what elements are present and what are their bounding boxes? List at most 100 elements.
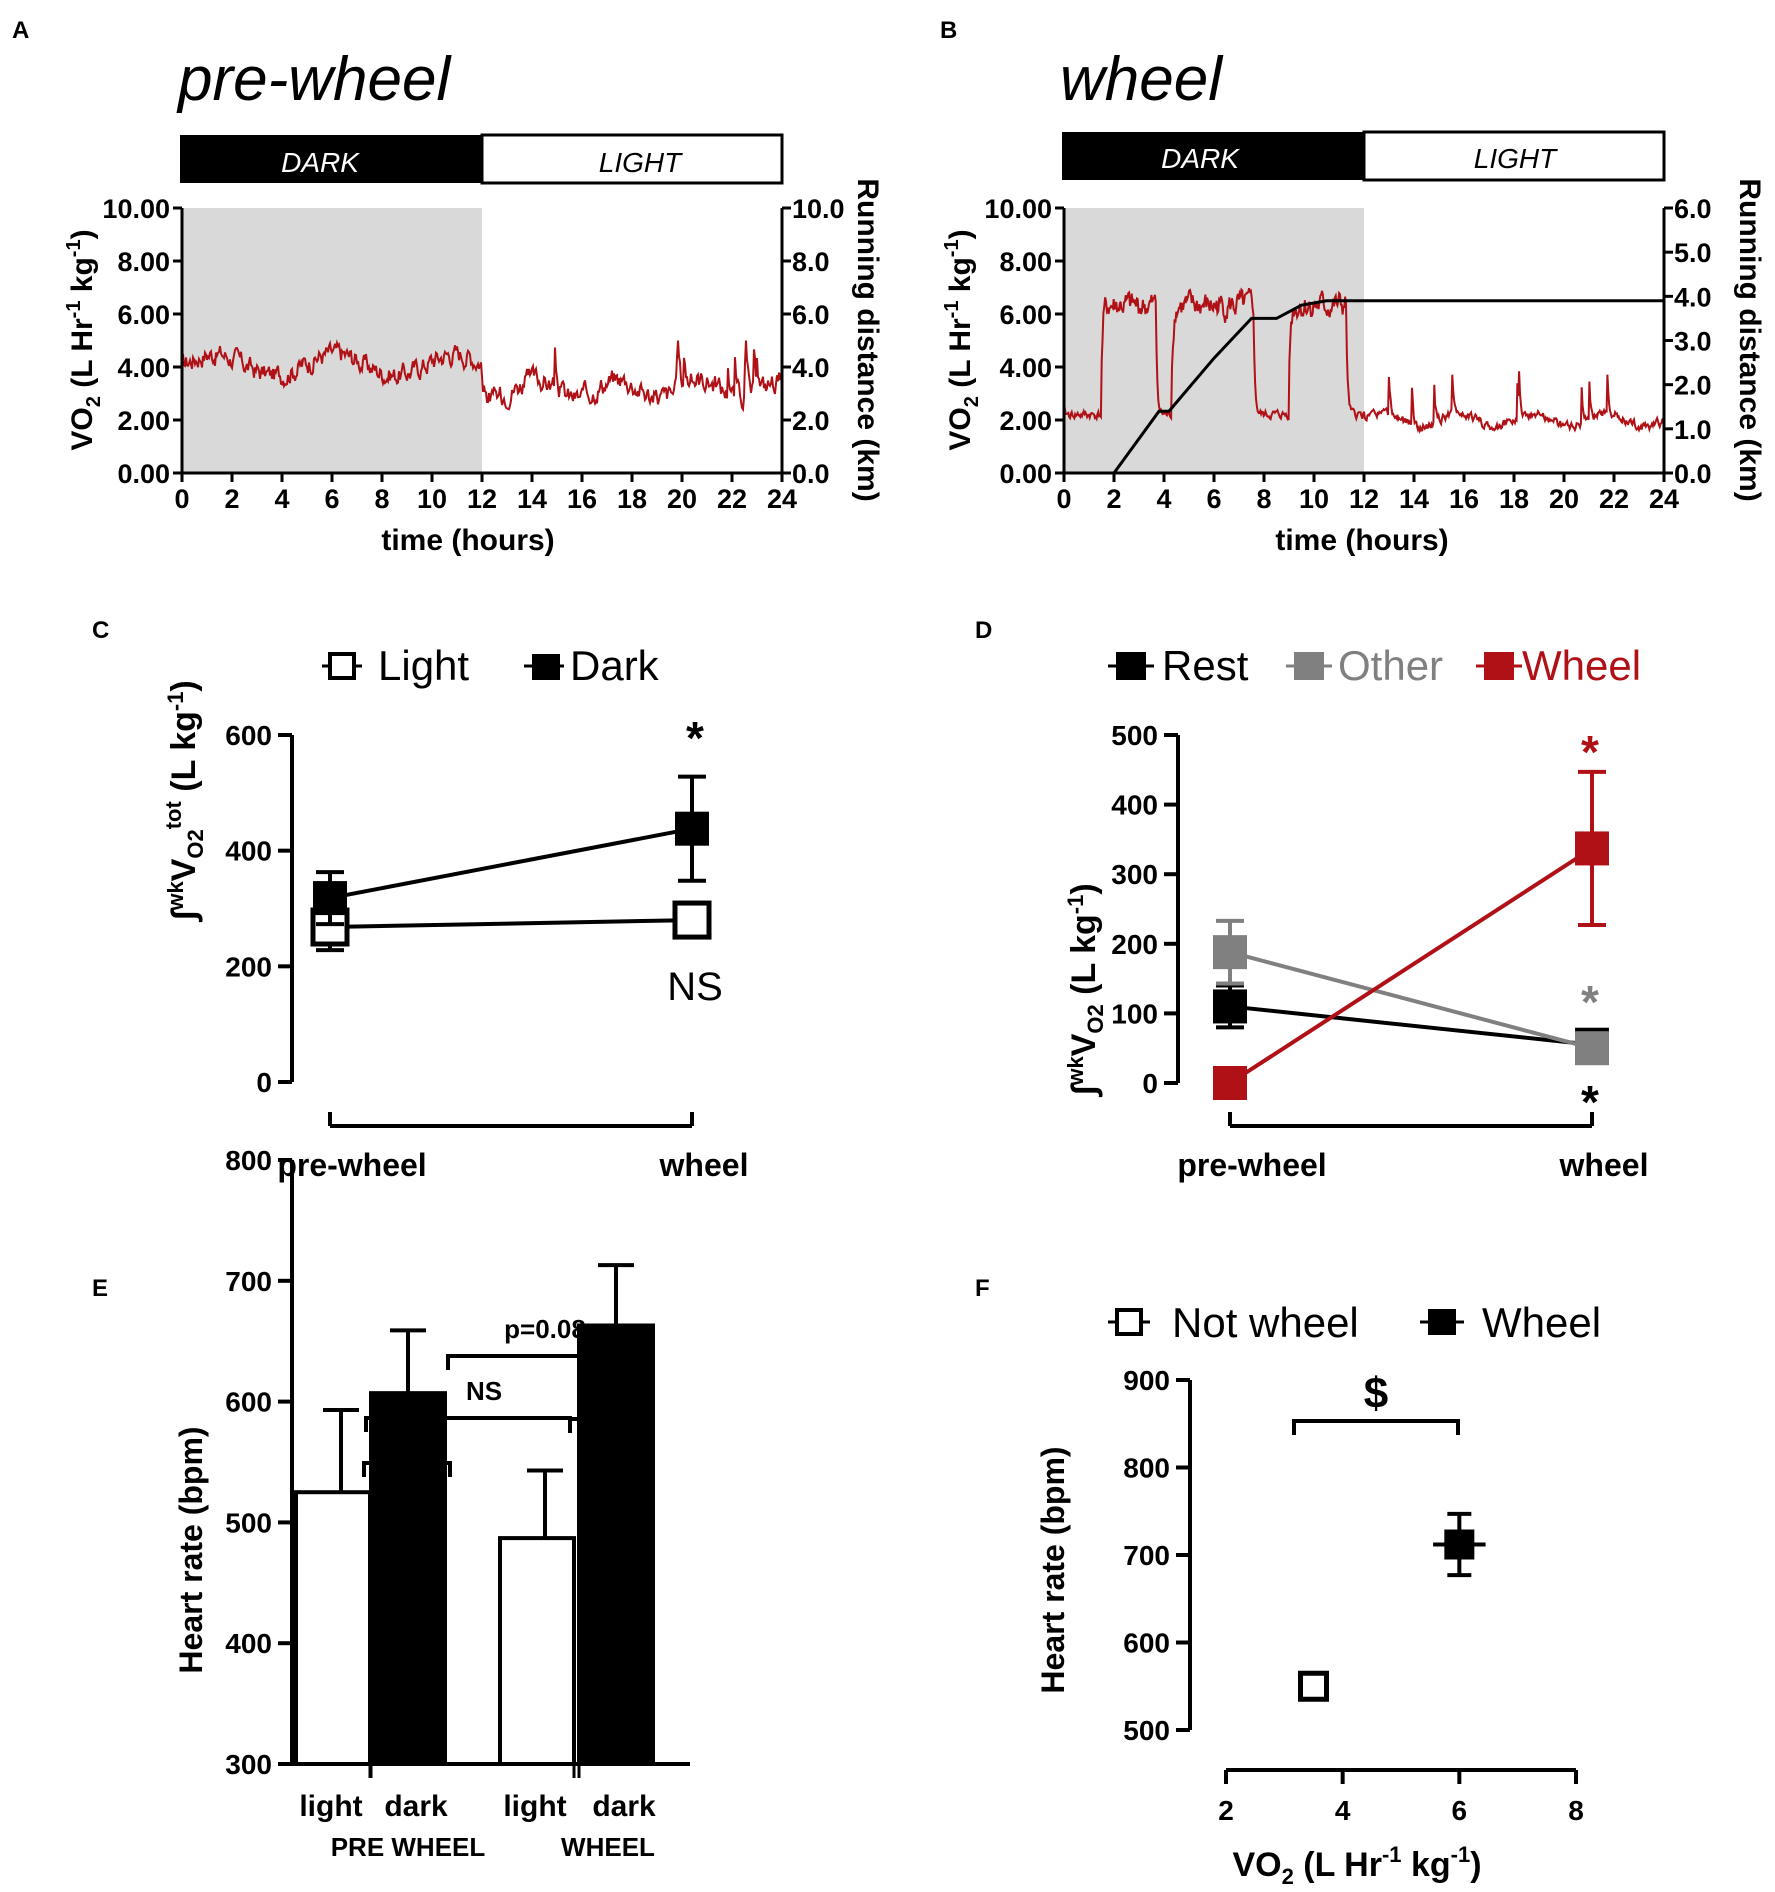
x-tick-label-b-12: 12 (1349, 484, 1379, 514)
panel-label-a: A (12, 17, 29, 44)
legend-d: Rest Other Wheel (1108, 642, 1641, 689)
legend-wheel-label-f: Wheel (1482, 1299, 1601, 1346)
legend-other-marker (1294, 652, 1324, 680)
point-c-dark-1 (675, 811, 709, 846)
ylabel-d: ∫wkVO2 (L kg-1) (1063, 883, 1108, 1098)
panel-label-b: B (940, 17, 957, 44)
x-tick-label-b-20: 20 (1549, 484, 1579, 514)
light-bar-b (1362, 130, 1666, 182)
x-tick-label-e-2: light (503, 1790, 566, 1823)
bracket-f (1292, 1419, 1460, 1435)
sig-f: $ (1364, 1369, 1388, 1418)
y2-tick-label-b-1: 1.0 (1674, 415, 1712, 445)
x-tick-label-b-16: 16 (1449, 484, 1479, 514)
point-d-rest-0 (1213, 989, 1247, 1024)
x-tick-label-b-18: 18 (1499, 484, 1529, 514)
light-label-b: LIGHT (1474, 143, 1558, 174)
x-tick-label-e-3: dark (592, 1790, 656, 1823)
point-f-not-wheel (1298, 1670, 1329, 1702)
y-tick-label-d-0: 0 (1142, 1068, 1158, 1099)
x-tick-label-a-22: 22 (717, 484, 747, 514)
legend-wheel-marker-f (1428, 1309, 1456, 1335)
y-tick-label-f-700: 700 (1123, 1540, 1170, 1571)
y-tick-label-d-500: 500 (1111, 720, 1158, 751)
x-tick-label-a-18: 18 (617, 484, 647, 514)
xlabel-f: VO2 (L Hr-1 kg-1) (1232, 1842, 1481, 1889)
ylabel-f: Heart rate (bpm) (1035, 1446, 1071, 1693)
x-tick-label-a-4: 4 (274, 484, 289, 514)
dark-label-a: DARK (281, 147, 360, 178)
plot-c: 0 200 400 600 pre-wheel wheel (225, 720, 748, 1183)
legend-dark-label: Dark (570, 642, 660, 689)
y-tick-label-b-5: 10.00 (984, 194, 1052, 224)
legend-notwheel-label: Not wheel (1172, 1299, 1359, 1346)
y-tick-label-d-100: 100 (1111, 998, 1158, 1029)
y-tick-label-b-3: 6.00 (999, 300, 1052, 330)
y-tick-label-a-4: 8.00 (117, 247, 170, 277)
y-tick-label-d-400: 400 (1111, 790, 1158, 821)
legend-rest-marker (1116, 652, 1146, 680)
xlabel-b: time (hours) (1275, 524, 1448, 557)
series-line-c-dark (329, 826, 693, 901)
x-tick-label-f-4: 4 (1335, 1795, 1351, 1826)
sig-e-pre: *** (392, 1427, 425, 1458)
panel-label-f: F (975, 1275, 990, 1302)
y-tick-label-f-800: 800 (1123, 1453, 1170, 1484)
x-tick-label-c-1: wheel (659, 1147, 749, 1183)
y2-tick-label-a-1: 2.0 (792, 406, 830, 436)
point-d-wheel-0 (1213, 1066, 1247, 1100)
y2label-a: Running distance (km) (851, 178, 884, 501)
axes-b: 0 2 4 6 8 10 12 14 16 18 20 22 240.002.004.006.008.0… (984, 194, 1711, 514)
xlabel-a: time (hours) (381, 524, 554, 557)
bar-e-0 (294, 1490, 372, 1766)
sig-c-dark: * (686, 712, 704, 764)
plot-f: 500 600 700 800 900 2 4 6 8 (1123, 1365, 1584, 1826)
y-tick-label-b-0: 0.00 (999, 459, 1052, 489)
y-tick-label-b-4: 8.00 (999, 247, 1052, 277)
x-tick-label-a-16: 16 (567, 484, 597, 514)
y-tick-label-f-500: 500 (1123, 1715, 1170, 1746)
legend-light-label: Light (378, 642, 469, 689)
group-label-wheel: WHEEL (561, 1832, 655, 1862)
y-tick-label-a-0: 0.00 (117, 459, 170, 489)
y2-tick-label-a-2: 4.0 (792, 353, 830, 383)
point-d-other-0 (1213, 935, 1247, 970)
sig-d-other: * (1581, 976, 1599, 1028)
x-tick-label-b-10: 10 (1299, 484, 1329, 514)
panel-d: D Rest Other Wheel 0 100 200 300 400 500 pre-w… (975, 617, 1648, 1183)
legend-f: Not wheel Wheel (1108, 1299, 1601, 1346)
sig-c-light: NS (667, 965, 723, 1009)
x-tick-label-b-8: 8 (1256, 484, 1271, 514)
x-tick-label-e-1: dark (384, 1790, 448, 1823)
x-tick-label-a-8: 8 (374, 484, 389, 514)
legend-notwheel-marker (1115, 1308, 1143, 1336)
sig-e-wheel: $ (605, 1374, 620, 1404)
point-c-light-1 (672, 900, 712, 940)
legend-rest-label: Rest (1162, 642, 1249, 689)
y2-tick-label-a-5: 10.0 (792, 194, 845, 224)
bracket-groups (364, 1416, 572, 1432)
vo2-trace-b (1063, 287, 1665, 435)
x-tick-label-b-6: 6 (1206, 484, 1221, 514)
x-tick-label-f-6: 6 (1452, 1795, 1468, 1826)
y2-tick-label-b-4: 4.0 (1674, 282, 1712, 312)
point-f-wheel (1444, 1529, 1475, 1560)
x-tick-label-f-8: 8 (1568, 1795, 1584, 1826)
axes-a: 0 2 4 6 8 10 12 14 16 18 20 22 240.002.004.006.008.0… (102, 194, 844, 514)
ylabel-b: VO2 (L Hr-1 kg-1) (941, 229, 983, 450)
point-d-wheel-1 (1575, 831, 1609, 866)
dark-shade-a (182, 208, 482, 473)
title-a: pre-wheel (176, 45, 452, 114)
series-line-d-wheel (1228, 846, 1594, 1085)
point-c-dark-0 (313, 881, 347, 916)
group-label-pre-wheel: PRE WHEEL (331, 1832, 486, 1862)
series-line-d-other (1229, 950, 1593, 1051)
y2-tick-label-a-0: 0.0 (792, 459, 830, 489)
sig-d-rest: * (1581, 1076, 1599, 1128)
sig-e-groups: NS (466, 1376, 502, 1406)
sig-d-wheel: * (1581, 726, 1599, 778)
bar-e-3 (577, 1323, 655, 1766)
legend-wheel-marker (1484, 652, 1514, 680)
y2-tick-label-b-0: 0.0 (1674, 459, 1712, 489)
